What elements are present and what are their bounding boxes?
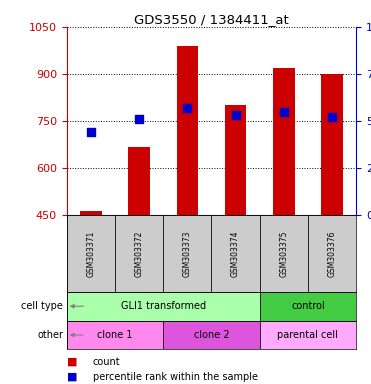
Point xyxy=(88,129,94,135)
Text: clone 2: clone 2 xyxy=(194,330,229,340)
Point xyxy=(136,116,142,122)
Text: GSM303373: GSM303373 xyxy=(183,230,192,277)
Point xyxy=(184,105,190,111)
Bar xyxy=(308,215,356,292)
Bar xyxy=(225,105,246,215)
Text: GSM303371: GSM303371 xyxy=(86,230,95,276)
Bar xyxy=(67,321,163,349)
Point xyxy=(329,114,335,120)
Text: control: control xyxy=(291,301,325,311)
Text: cell type: cell type xyxy=(21,301,63,311)
Text: parental cell: parental cell xyxy=(278,330,338,340)
Bar xyxy=(128,147,150,215)
Bar xyxy=(260,321,356,349)
Text: GSM303375: GSM303375 xyxy=(279,230,288,277)
Text: ■: ■ xyxy=(67,372,77,382)
Bar xyxy=(321,74,343,215)
Bar xyxy=(177,46,198,215)
Text: GLI1 transformed: GLI1 transformed xyxy=(121,301,206,311)
Text: GSM303372: GSM303372 xyxy=(135,230,144,276)
Bar xyxy=(211,215,260,292)
Bar xyxy=(163,321,260,349)
Bar xyxy=(80,211,102,215)
Bar xyxy=(115,215,163,292)
Text: count: count xyxy=(93,356,120,367)
Text: other: other xyxy=(37,330,63,340)
Title: GDS3550 / 1384411_at: GDS3550 / 1384411_at xyxy=(134,13,289,26)
Point xyxy=(281,108,287,114)
Bar xyxy=(67,292,260,321)
Text: percentile rank within the sample: percentile rank within the sample xyxy=(93,372,258,382)
Point xyxy=(233,112,239,118)
Bar xyxy=(273,68,295,215)
Text: GSM303376: GSM303376 xyxy=(328,230,336,277)
Bar xyxy=(67,215,115,292)
Text: clone 1: clone 1 xyxy=(97,330,133,340)
Text: ■: ■ xyxy=(67,356,77,367)
Bar xyxy=(163,215,211,292)
Bar xyxy=(260,292,356,321)
Bar xyxy=(260,215,308,292)
Text: GSM303374: GSM303374 xyxy=(231,230,240,277)
